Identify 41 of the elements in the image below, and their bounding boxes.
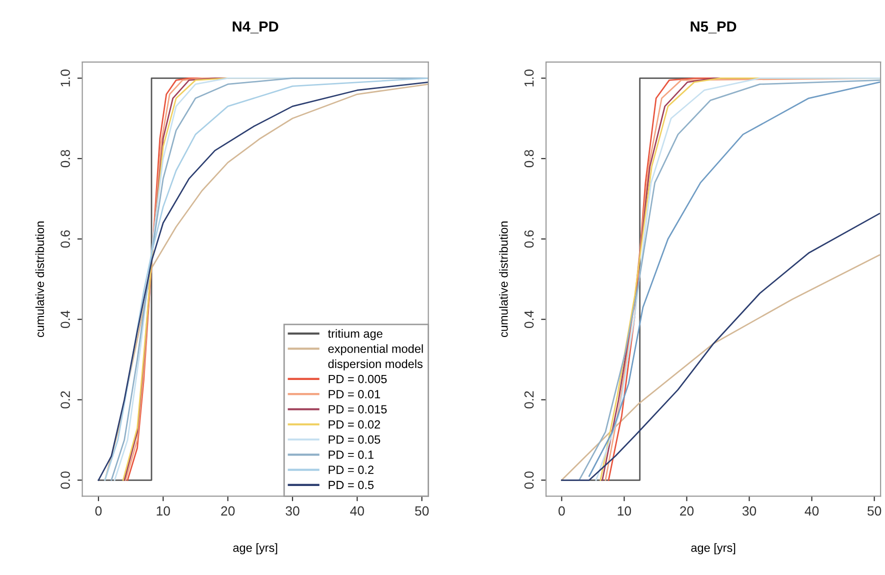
x-tick-label: 0 (95, 506, 102, 516)
x-tick-label: 20 (221, 506, 235, 516)
y-tick-label: 1.0 (524, 70, 534, 86)
legend-label: PD = 0.1 (328, 450, 374, 459)
legend-label: PD = 0.01 (328, 390, 380, 398)
y-tick-label: 0.0 (524, 471, 534, 489)
legend-label: exponential model (328, 344, 423, 356)
x-tick-label: 0 (558, 506, 565, 516)
x-tick-label: 20 (680, 506, 694, 516)
y-tick-label: 0.2 (60, 391, 70, 408)
x-tick-label: 50 (868, 506, 882, 516)
x-tick-label: 30 (742, 506, 756, 516)
text: dispersion models (328, 359, 423, 370)
x-axis-title: age [yrs] (691, 543, 736, 554)
legend-label: PD = 0.05 (328, 435, 380, 444)
legend-label: tritium age (328, 329, 382, 340)
x-tick-label: 40 (804, 506, 819, 516)
chart-title: N4_PD (232, 22, 278, 34)
x-tick-label: 10 (156, 506, 170, 516)
x-tick-label: 40 (350, 506, 364, 516)
y-axis-title: cumulative distribution (499, 222, 508, 338)
x-tick-label: 30 (286, 506, 300, 516)
y-tick-label: 0.4 (60, 310, 70, 328)
x-tick-label: 10 (618, 506, 632, 516)
legend-label: PD = 0.015 (328, 405, 387, 414)
legend-label: PD = 0.02 (328, 420, 380, 429)
x-tick-label: 50 (415, 506, 429, 516)
y-tick-label: 0.0 (60, 471, 70, 489)
y-axis-title: cumulative distribution (35, 222, 44, 338)
legend-label: PD = 0.5 (328, 480, 374, 490)
x-axis-title: age [yrs] (233, 543, 278, 554)
y-tick-label: 0.8 (524, 150, 534, 168)
chart-title: N5_PD (690, 22, 736, 34)
legend-label: PD = 0.2 (328, 466, 374, 474)
y-tick-label: 0.4 (524, 310, 534, 328)
y-tick-label: 1.0 (60, 70, 70, 86)
y-tick-label: 0.2 (524, 391, 534, 408)
legend-label: PD = 0.005 (328, 374, 387, 384)
y-tick-label: 0.6 (60, 230, 70, 248)
y-tick-label: 0.6 (524, 230, 534, 248)
y-tick-label: 0.8 (60, 150, 70, 168)
